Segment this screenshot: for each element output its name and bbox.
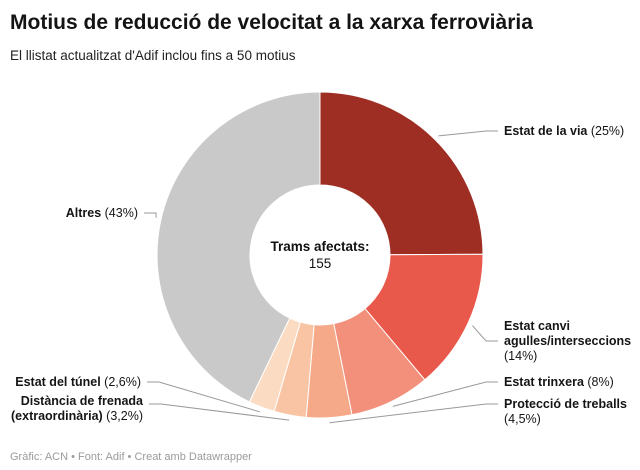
slice-label: Estat de la via (25%): [504, 124, 625, 138]
label-connector: [472, 325, 498, 342]
label-connector: [147, 381, 260, 413]
slice-label: Estat del túnel (2,6%): [15, 375, 141, 389]
center-label-text: Trams afectats:: [270, 239, 370, 254]
slice-label: Protecció de treballs (4,5%): [504, 397, 627, 426]
slice-label: Distància de frenada (extraordinària) (3…: [11, 394, 143, 423]
slice-label: Estat canvi agulles/interseccions (14%): [504, 319, 632, 363]
label-connector: [329, 403, 498, 424]
page-subtitle: El llistat actualitzat d'Adif inclou fin…: [10, 48, 296, 63]
center-label-value: 155: [308, 256, 332, 271]
pie-slice[interactable]: [156, 91, 321, 403]
donut-center-label: Trams afectats: 155: [255, 238, 385, 272]
label-connector: [144, 212, 157, 218]
label-connector: [392, 381, 498, 407]
label-connector: [149, 403, 290, 421]
pie-slice[interactable]: [319, 91, 484, 256]
slice-label: Estat trinxera (8%): [504, 375, 614, 389]
chart-credit: Gràfic: ACN • Font: Adif • Creat amb Dat…: [10, 451, 252, 463]
slice-label: Altres (43%): [65, 206, 138, 220]
label-connector: [438, 130, 498, 137]
pie-slice[interactable]: [364, 253, 484, 381]
page-title: Motius de reducció de velocitat a la xar…: [10, 11, 533, 34]
